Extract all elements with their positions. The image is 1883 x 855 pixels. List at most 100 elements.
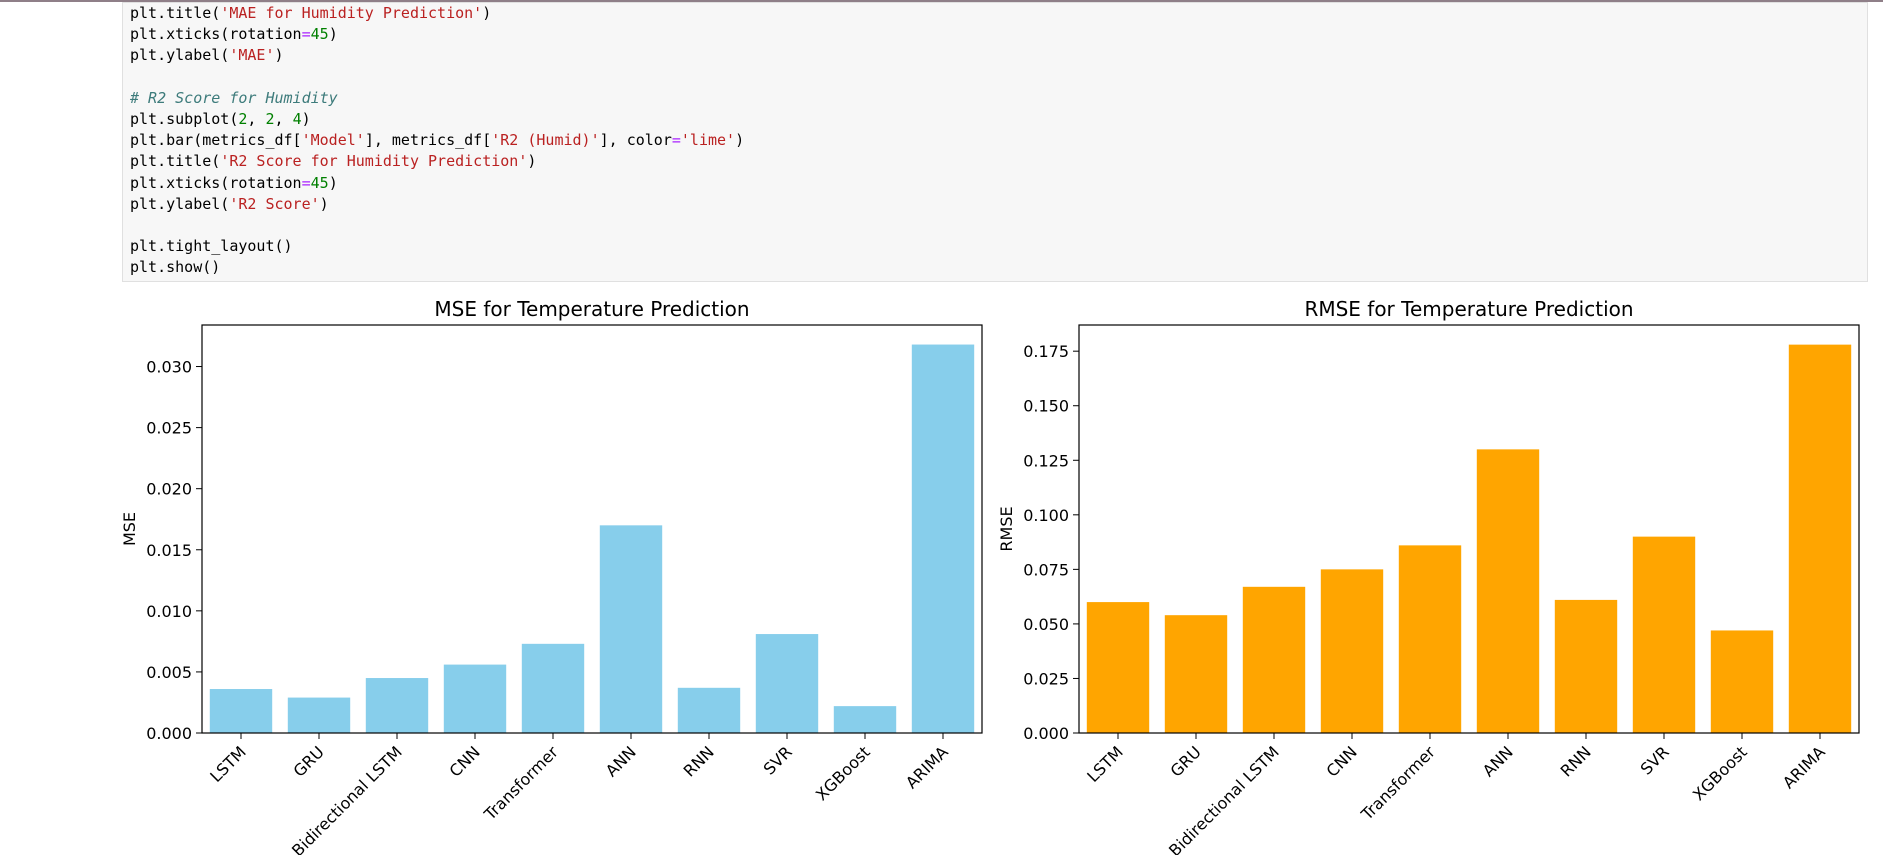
x-tick-label: CNN (446, 742, 484, 780)
code-token: ) (319, 194, 329, 213)
code-token: plt (130, 258, 158, 277)
code-token: 45 (310, 173, 329, 192)
code-token: = (301, 173, 311, 192)
code-token: ], color (599, 131, 672, 150)
bar-xgboost (1710, 630, 1774, 733)
code-token: 2 (265, 109, 275, 128)
code-token: = (301, 25, 311, 44)
bar-xgboost (833, 706, 897, 733)
y-tick-label: 0.050 (1023, 615, 1069, 634)
bar-arima (1788, 344, 1852, 733)
x-tick-label: Transformer (1357, 742, 1439, 824)
code-token: .xticks(rotation (157, 25, 302, 44)
code-token: ) (482, 4, 492, 22)
bar-ann (1476, 449, 1540, 733)
x-tick-label: XGBoost (812, 742, 874, 804)
code-token: 'MAE for Humidity Prediction' (220, 4, 483, 22)
plot-frame (201, 324, 983, 734)
code-token: 'R2 Score' (229, 194, 320, 213)
code-token: plt (130, 237, 158, 256)
x-tick-label: SVR (1637, 742, 1673, 778)
bar-transformer (1398, 545, 1462, 733)
code-token: .subplot( (157, 109, 239, 128)
code-token: .ylabel( (157, 194, 230, 213)
code-token: .xticks(rotation (157, 173, 302, 192)
code-token: plt (130, 4, 158, 22)
code-line: plt.show() (130, 257, 744, 278)
code-line (130, 67, 744, 88)
code-token: plt (130, 46, 158, 65)
code-token: = (671, 131, 681, 150)
bar-rnn (1554, 599, 1618, 733)
code-token: 'lime' (680, 131, 736, 150)
code-token: plt (130, 194, 158, 213)
code-token: .tight_layout() (157, 237, 293, 256)
x-tick-label: RNN (1557, 742, 1595, 780)
code-line: plt.ylabel('MAE') (130, 45, 744, 66)
y-tick-label: 0.150 (1023, 397, 1069, 416)
code-token: ) (735, 131, 745, 150)
code-cell[interactable]: plt.title('MAE for Humidity Prediction')… (122, 2, 1868, 282)
code-token: .show() (157, 258, 221, 277)
y-axis-label: RMSE (997, 506, 1016, 551)
code-token: # R2 Score for Humidity (130, 88, 338, 107)
chart-title: RMSE for Temperature Prediction (1304, 297, 1633, 321)
code-token: plt (130, 173, 158, 192)
x-tick-label: ARIMA (902, 742, 952, 792)
x-tick-label: ARIMA (1779, 742, 1829, 792)
bar-gru (1164, 615, 1228, 733)
code-token: ) (328, 25, 338, 44)
y-axis-label: MSE (120, 512, 139, 546)
code-token: , (247, 109, 266, 128)
code-token: 2 (238, 109, 248, 128)
bar-gru (287, 697, 351, 733)
x-tick-label: ANN (1479, 742, 1517, 780)
code-token: 'Model' (301, 131, 365, 150)
x-tick-label: GRU (1166, 742, 1204, 780)
y-tick-label: 0.020 (146, 480, 192, 499)
code-line: plt.subplot(2, 2, 4) (130, 109, 744, 130)
bar-rnn (677, 687, 741, 733)
chart-title: MSE for Temperature Prediction (434, 297, 749, 321)
code-editor[interactable]: plt.title('MAE for Humidity Prediction')… (130, 3, 744, 278)
x-tick-label: CNN (1323, 742, 1361, 780)
bar-svr (755, 634, 819, 733)
y-tick-label: 0.075 (1023, 560, 1069, 579)
x-tick-label: Transformer (480, 742, 562, 824)
code-token: 45 (310, 25, 329, 44)
bar-ann (599, 525, 663, 733)
code-line: plt.bar(metrics_df['Model'], metrics_df[… (130, 130, 744, 151)
bar-lstm (1086, 602, 1150, 733)
code-line: plt.ylabel('R2 Score') (130, 194, 744, 215)
cell-divider (0, 0, 1883, 2)
code-token: ], metrics_df[ (364, 131, 492, 150)
y-tick-label: 0.010 (146, 602, 192, 621)
plot-frame (1078, 324, 1860, 734)
y-tick-label: 0.125 (1023, 451, 1069, 470)
code-token: .bar(metrics_df[ (157, 131, 302, 150)
y-tick-label: 0.000 (146, 724, 192, 743)
x-tick-label: RNN (680, 742, 718, 780)
code-token: plt (130, 131, 158, 150)
code-token: 'MAE' (229, 46, 275, 65)
code-token: 'R2 (Humid)' (491, 131, 600, 150)
code-token: ) (274, 46, 284, 65)
bar-svr (1632, 536, 1696, 733)
code-token: plt (130, 109, 158, 128)
code-token: 'R2 Score for Humidity Prediction' (220, 152, 528, 171)
code-line: # R2 Score for Humidity (130, 88, 744, 109)
code-token: ) (328, 173, 338, 192)
code-token: 4 (292, 109, 302, 128)
code-line: plt.tight_layout() (130, 236, 744, 257)
code-token: , (274, 109, 293, 128)
bar-lstm (209, 689, 273, 733)
code-token: ) (527, 152, 537, 171)
x-tick-label: LSTM (206, 742, 250, 786)
code-line: plt.xticks(rotation=45) (130, 173, 744, 194)
y-tick-label: 0.175 (1023, 342, 1069, 361)
cell-output: MSE for Temperature Prediction 0.000 0.005… (0, 284, 1883, 855)
code-token: plt (130, 152, 158, 171)
y-tick-label: 0.000 (1023, 724, 1069, 743)
code-token: .title( (157, 4, 221, 22)
x-tick-label: ANN (602, 742, 640, 780)
